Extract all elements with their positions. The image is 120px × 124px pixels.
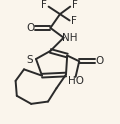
Text: O: O <box>27 23 35 33</box>
Text: F: F <box>72 16 77 26</box>
Text: HO: HO <box>68 76 84 86</box>
Text: NH: NH <box>62 33 78 43</box>
Text: O: O <box>95 56 103 66</box>
Text: F: F <box>41 0 47 11</box>
Text: S: S <box>27 55 33 65</box>
Text: F: F <box>72 0 78 11</box>
